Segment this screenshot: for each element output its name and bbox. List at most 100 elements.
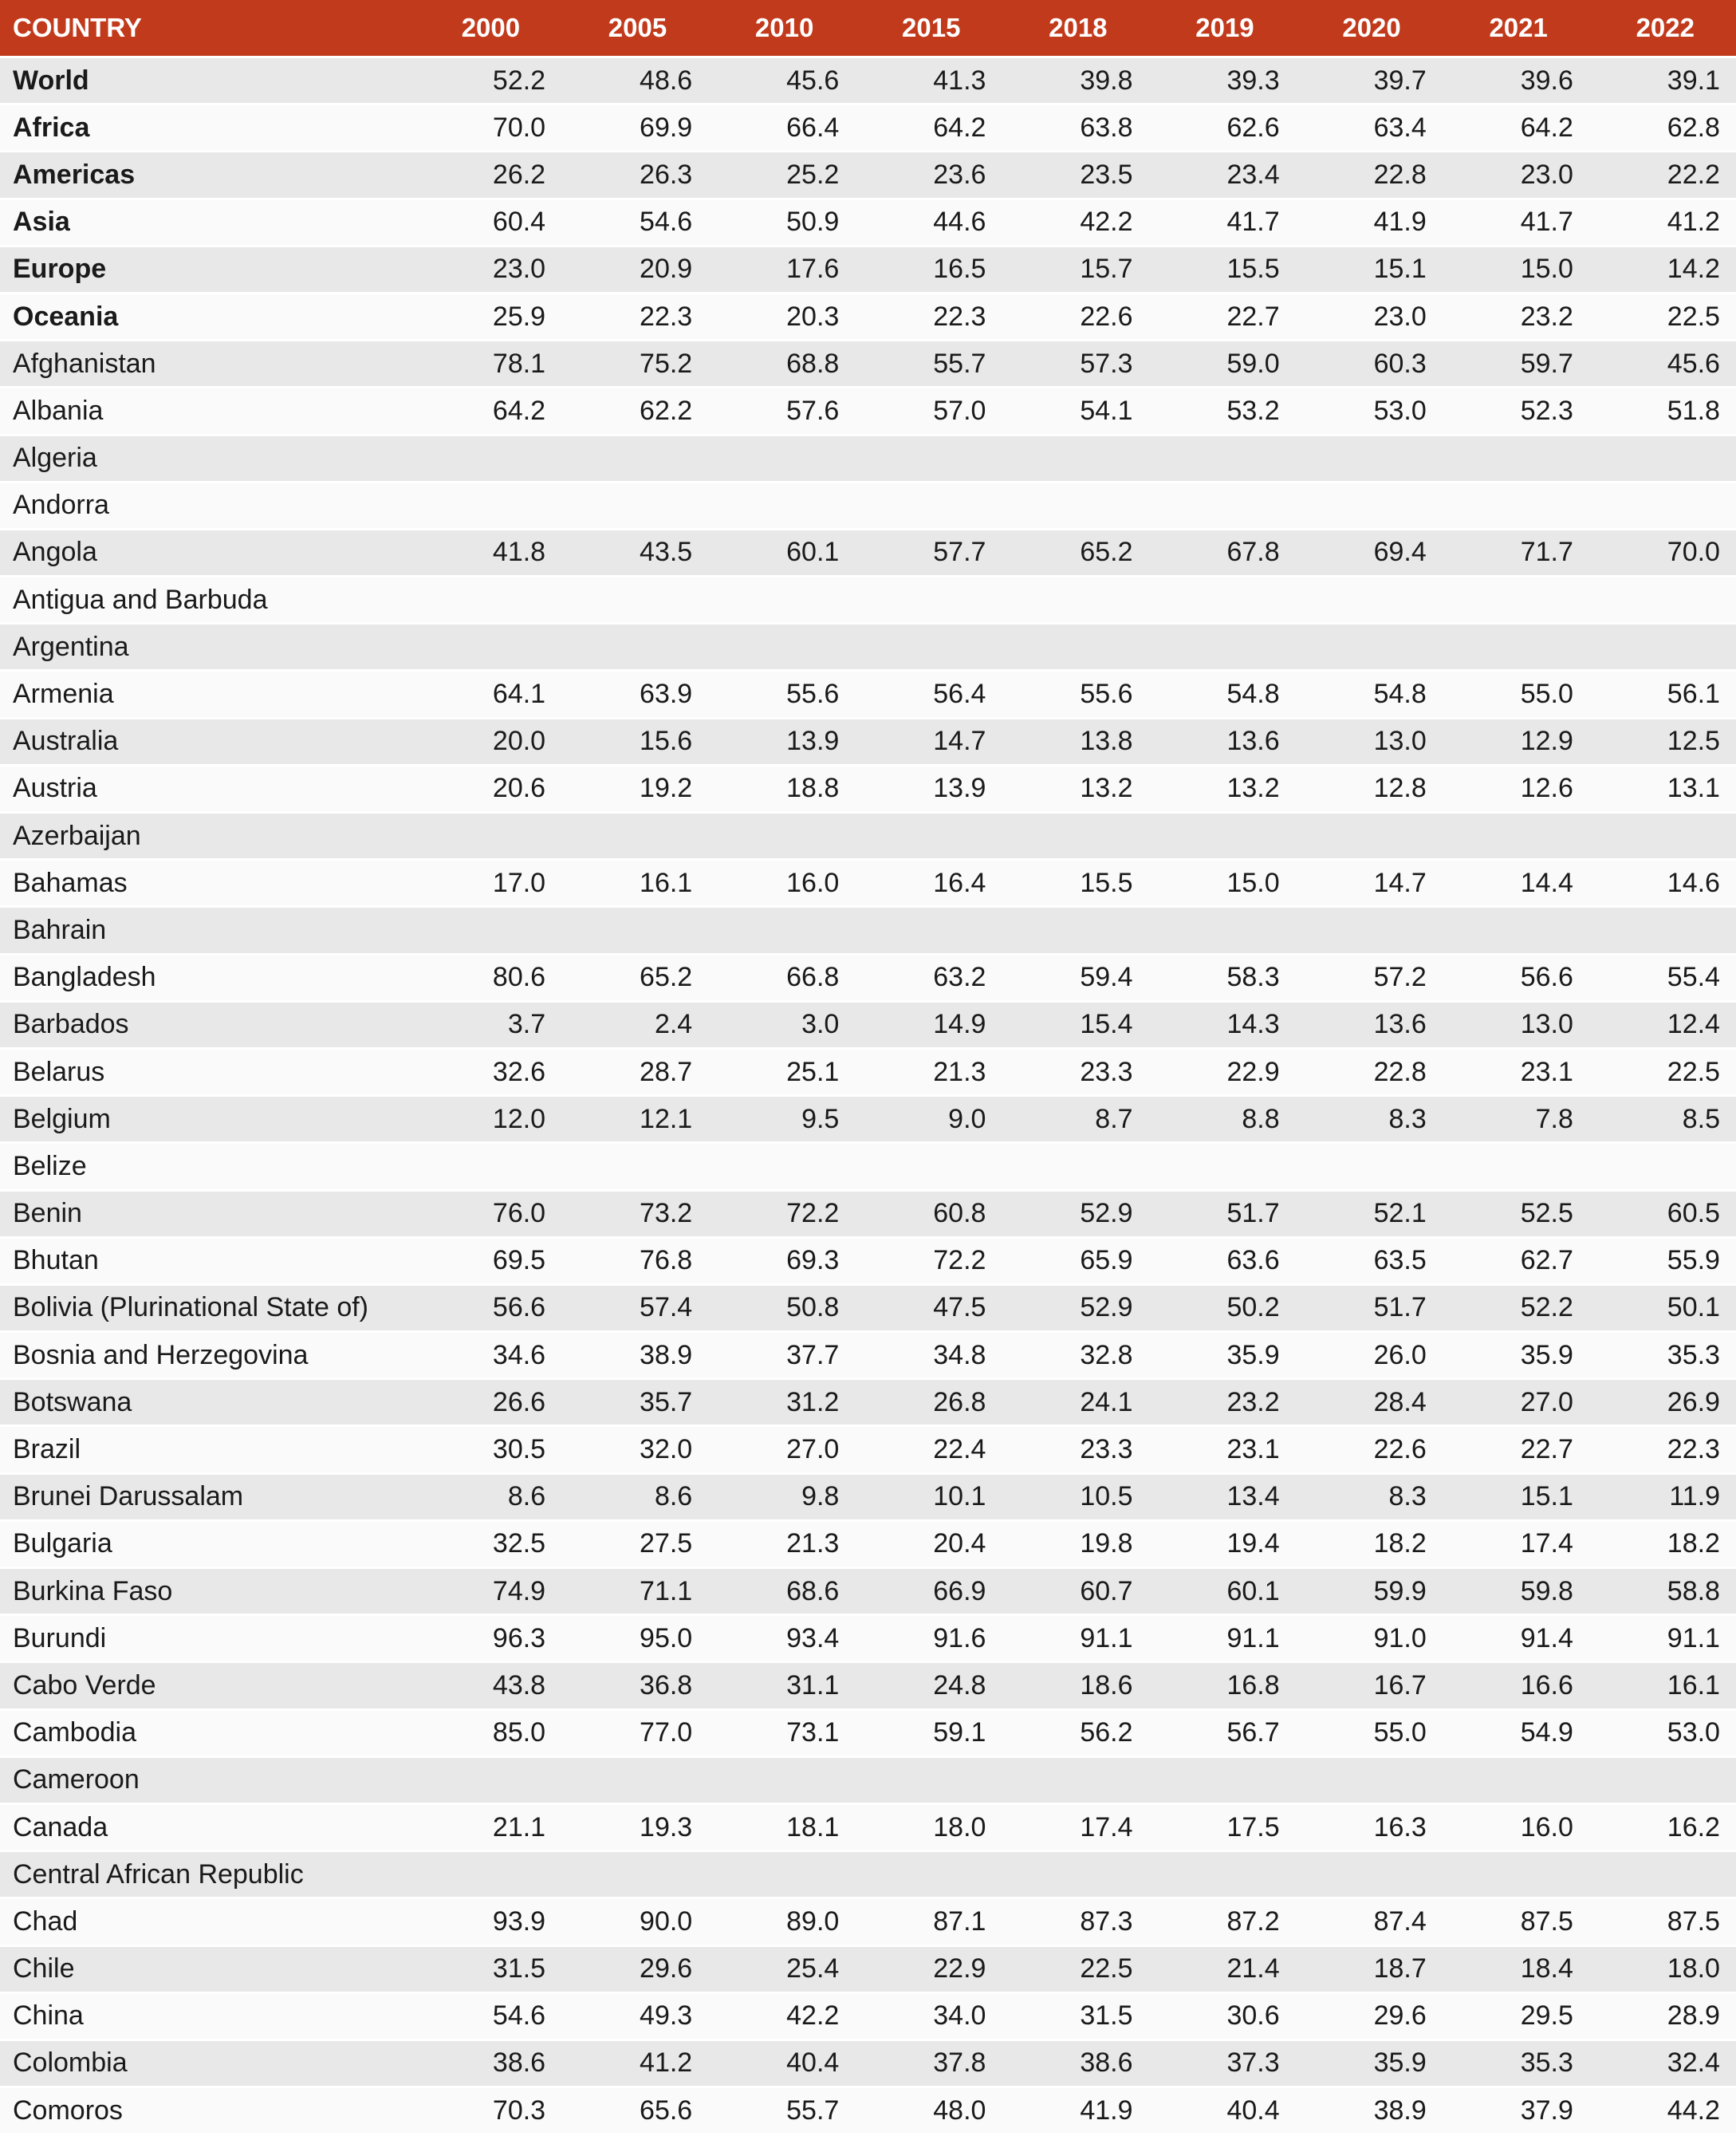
value-cell: 11.9 <box>1669 1481 1720 1512</box>
value-cell: 18.7 <box>1373 1953 1427 1984</box>
value-cell: 14.6 <box>1667 867 1720 898</box>
value-cell: 15.0 <box>1226 867 1280 898</box>
value-cell: 22.8 <box>1373 159 1427 190</box>
value-cell: 27.0 <box>786 1434 840 1465</box>
table-row: Antigua and Barbuda <box>0 577 1736 625</box>
value-cell: 52.3 <box>1520 395 1573 426</box>
country-name: Brunei Darussalam <box>13 1481 244 1512</box>
value-cell: 91.1 <box>1226 1622 1280 1653</box>
value-cell: 67.8 <box>1226 537 1280 568</box>
country-name: Azerbaijan <box>13 820 141 851</box>
value-cell: 62.7 <box>1520 1245 1573 1276</box>
value-cell: 14.9 <box>933 1009 986 1040</box>
value-cell: 16.2 <box>1667 1811 1720 1842</box>
country-name: Cambodia <box>13 1717 136 1748</box>
value-cell: 15.7 <box>1080 254 1133 285</box>
value-cell: 68.8 <box>786 348 840 379</box>
value-cell: 19.4 <box>1226 1528 1280 1559</box>
value-cell: 21.3 <box>786 1528 840 1559</box>
value-cell: 27.0 <box>1520 1386 1573 1417</box>
value-cell: 16.3 <box>1373 1811 1427 1842</box>
value-cell: 37.9 <box>1520 2095 1573 2126</box>
value-cell: 3.7 <box>507 1009 546 1040</box>
country-name: Angola <box>13 537 97 568</box>
value-cell: 24.8 <box>933 1669 986 1701</box>
value-cell: 60.5 <box>1667 1198 1720 1229</box>
value-cell: 13.9 <box>933 773 986 804</box>
table-row: World 52.2 48.6 45.6 41.3 39.8 39.3 39.7… <box>0 58 1736 106</box>
value-cell: 54.8 <box>1226 679 1280 710</box>
value-cell: 25.9 <box>492 301 546 332</box>
table-row: Colombia 38.6 41.2 40.4 37.8 38.6 37.3 3… <box>0 2040 1736 2089</box>
value-cell: 39.8 <box>1080 65 1133 96</box>
value-cell: 23.4 <box>1226 159 1280 190</box>
value-cell: 72.2 <box>933 1245 986 1276</box>
country-name: Burundi <box>13 1622 107 1653</box>
value-cell: 65.6 <box>640 2095 693 2126</box>
country-name: Comoros <box>13 2095 123 2126</box>
value-cell: 57.0 <box>933 395 986 426</box>
value-cell: 29.5 <box>1520 2000 1573 2032</box>
value-cell: 60.7 <box>1080 1575 1133 1606</box>
value-cell: 10.1 <box>933 1481 986 1512</box>
country-name: Oceania <box>13 301 119 332</box>
value-cell: 15.1 <box>1520 1481 1573 1512</box>
value-cell: 64.2 <box>933 112 986 143</box>
value-cell: 15.1 <box>1373 254 1427 285</box>
value-cell: 75.2 <box>640 348 693 379</box>
value-cell: 87.5 <box>1520 1905 1573 1937</box>
value-cell: 32.0 <box>640 1434 693 1465</box>
table-row: Belgium 12.0 12.1 9.5 9.0 8.7 8.8 8.3 7.… <box>0 1097 1736 1145</box>
value-cell: 66.4 <box>786 112 840 143</box>
value-cell: 48.6 <box>640 65 693 96</box>
value-cell: 18.0 <box>1667 1953 1720 1984</box>
value-cell: 66.9 <box>933 1575 986 1606</box>
value-cell: 52.9 <box>1080 1292 1133 1323</box>
value-cell: 55.6 <box>1080 679 1133 710</box>
value-cell: 29.6 <box>640 1953 693 1984</box>
value-cell: 22.4 <box>933 1434 986 1465</box>
value-cell: 48.0 <box>933 2095 986 2126</box>
value-cell: 27.5 <box>640 1528 693 1559</box>
value-cell: 63.9 <box>640 679 693 710</box>
value-cell: 14.7 <box>1373 867 1427 898</box>
value-cell: 13.6 <box>1226 726 1280 757</box>
value-cell: 35.7 <box>640 1386 693 1417</box>
value-cell: 62.8 <box>1667 112 1720 143</box>
value-cell: 14.2 <box>1667 254 1720 285</box>
value-cell: 3.0 <box>801 1009 840 1040</box>
value-cell: 85.0 <box>492 1717 546 1748</box>
column-header-country: COUNTRY <box>13 13 142 42</box>
value-cell: 51.8 <box>1667 395 1720 426</box>
value-cell: 17.4 <box>1520 1528 1573 1559</box>
value-cell: 23.3 <box>1080 1434 1133 1465</box>
value-cell: 10.5 <box>1080 1481 1133 1512</box>
table-row: Azerbaijan <box>0 814 1736 861</box>
value-cell: 58.3 <box>1226 962 1280 993</box>
value-cell: 41.2 <box>640 2047 693 2079</box>
value-cell: 12.9 <box>1520 726 1573 757</box>
country-name: Chile <box>13 1953 75 1984</box>
table-row: Chile 31.5 29.6 25.4 22.9 22.5 21.4 18.7… <box>0 1946 1736 1994</box>
value-cell: 18.1 <box>786 1811 840 1842</box>
value-cell: 41.9 <box>1373 207 1427 238</box>
value-cell: 55.0 <box>1520 679 1573 710</box>
country-name: Chad <box>13 1905 78 1937</box>
value-cell: 32.4 <box>1667 2047 1720 2079</box>
column-header-year: 2010 <box>754 13 814 42</box>
value-cell: 13.0 <box>1373 726 1427 757</box>
value-cell: 45.6 <box>1667 348 1720 379</box>
table-row: Bahrain <box>0 908 1736 956</box>
value-cell: 20.4 <box>933 1528 986 1559</box>
value-cell: 78.1 <box>492 348 546 379</box>
country-name: Bolivia (Plurinational State of) <box>13 1292 369 1323</box>
value-cell: 8.6 <box>654 1481 693 1512</box>
column-header-year: 2005 <box>608 13 667 42</box>
table-row: Bangladesh 80.6 65.2 66.8 63.2 59.4 58.3… <box>0 955 1736 1003</box>
country-name: Bulgaria <box>13 1528 112 1559</box>
value-cell: 41.9 <box>1080 2095 1133 2126</box>
country-name: Colombia <box>13 2047 128 2079</box>
value-cell: 13.1 <box>1667 773 1720 804</box>
table-row: Bhutan 69.5 76.8 69.3 72.2 65.9 63.6 63.… <box>0 1238 1736 1286</box>
value-cell: 50.8 <box>786 1292 840 1323</box>
